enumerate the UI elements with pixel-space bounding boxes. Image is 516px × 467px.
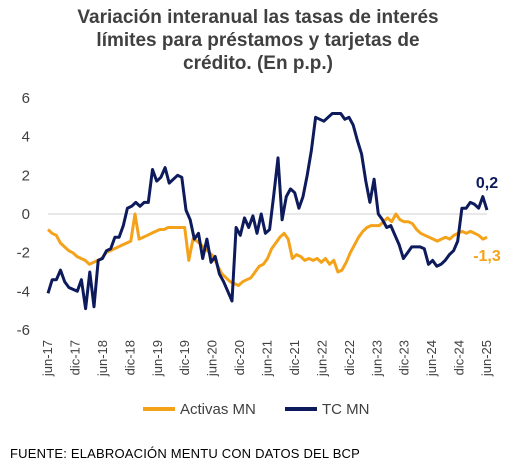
x-tick-label: dic-21 (287, 340, 302, 375)
x-tick-label: jun-21 (260, 340, 275, 377)
legend: Activas MN TC MN (143, 401, 370, 418)
y-axis: 6 4 2 0 -2 -4 -6 (17, 90, 30, 339)
source-note: FUENTE: ELABROACIÓN MENTU CON DATOS DEL … (10, 446, 361, 461)
series-line-tc-mn (46, 112, 489, 311)
x-tick-label: dic-24 (452, 340, 467, 375)
y-tick-label: 6 (22, 90, 30, 107)
y-tick-label: -6 (17, 322, 30, 339)
x-tick-label: jun-23 (369, 340, 384, 377)
y-tick-label: -4 (17, 283, 30, 300)
title-line-3: crédito. (En p.p.) (183, 53, 333, 74)
y-tick-label: 4 (22, 129, 30, 146)
x-tick-label: dic-17 (67, 340, 82, 375)
x-tick-label: jun-24 (424, 340, 439, 377)
x-tick-label: jun-20 (205, 340, 220, 377)
series-line-activas-mn (46, 212, 488, 287)
legend-label: Activas MN (180, 401, 256, 418)
end-label-tc-mn: 0,2 (476, 175, 498, 192)
x-tick-label: dic-22 (342, 340, 357, 375)
y-tick-label: 2 (22, 167, 30, 184)
x-tick-label: dic-20 (232, 340, 247, 375)
end-label-activas-mn: -1,3 (473, 248, 501, 265)
title-line-1: Variación interanual las tasas de interé… (77, 7, 439, 28)
x-tick-label: dic-19 (177, 340, 192, 375)
series-lines (46, 112, 489, 311)
x-tick-label: jun-17 (40, 340, 55, 377)
x-tick-label: jun-25 (479, 340, 494, 377)
x-tick-label: jun-22 (314, 340, 329, 377)
x-axis: jun-17 dic-17 jun-18 dic-18 jun-19 dic-19 jun-… (40, 340, 494, 377)
chart-title: Variación interanual las tasas de interé… (0, 6, 516, 75)
end-labels: -1,3 0,2 (473, 175, 501, 265)
x-tick-label: dic-18 (122, 340, 137, 375)
y-tick-label: 0 (22, 206, 30, 223)
title-line-2: límites para préstamos y tarjetas de (96, 30, 420, 51)
legend-label: TC MN (322, 401, 370, 418)
y-tick-label: -2 (17, 245, 30, 262)
x-tick-label: jun-18 (95, 340, 110, 377)
x-tick-label: dic-23 (397, 340, 412, 375)
x-tick-label: jun-19 (150, 340, 165, 377)
